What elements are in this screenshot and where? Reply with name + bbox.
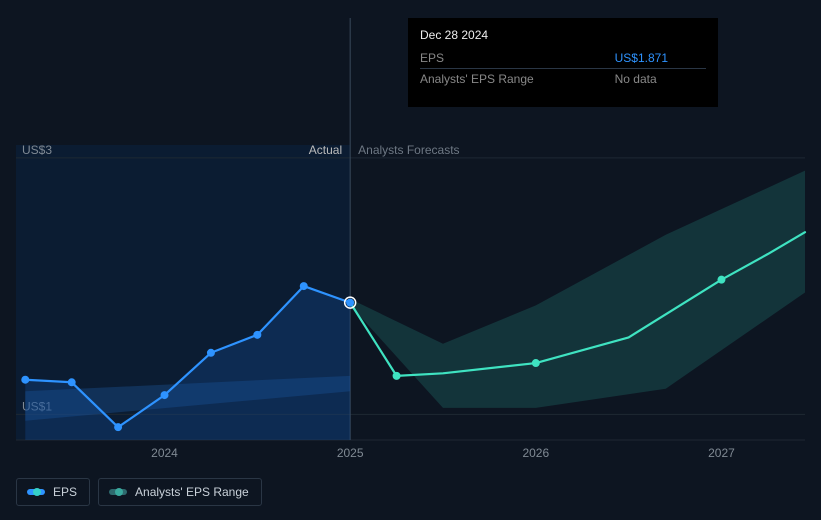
svg-text:2027: 2027 [708,446,735,460]
svg-text:2026: 2026 [522,446,549,460]
legend-item-range[interactable]: Analysts' EPS Range [98,478,262,506]
tooltip-row-value: No data [615,69,706,90]
svg-text:2024: 2024 [151,446,178,460]
tooltip-row-value: US$1.871 [615,48,706,69]
svg-text:2025: 2025 [337,446,364,460]
svg-text:US$3: US$3 [22,143,52,157]
tooltip-row-label: Analysts' EPS Range [420,69,615,90]
chart-legend: EPS Analysts' EPS Range [16,478,262,506]
legend-item-eps[interactable]: EPS [16,478,90,506]
chart-tooltip: Dec 28 2024 EPSUS$1.871Analysts' EPS Ran… [408,18,718,107]
svg-text:Actual: Actual [309,143,342,157]
tooltip-row-label: EPS [420,48,615,69]
eps-chart: US$1US$32024202520262027ActualAnalysts F… [0,0,821,520]
legend-label: Analysts' EPS Range [135,485,249,499]
tooltip-table: EPSUS$1.871Analysts' EPS RangeNo data [420,48,706,89]
svg-text:Analysts Forecasts: Analysts Forecasts [358,143,459,157]
tooltip-date: Dec 28 2024 [420,26,706,44]
legend-swatch-icon [27,489,45,495]
legend-swatch-icon [109,489,127,495]
legend-label: EPS [53,485,77,499]
